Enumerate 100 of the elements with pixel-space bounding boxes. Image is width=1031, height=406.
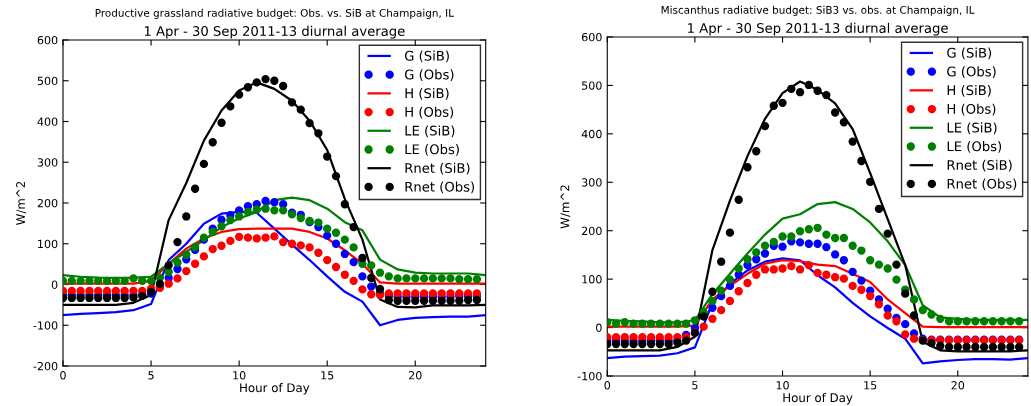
point [953,342,962,352]
point [226,102,235,111]
point [892,275,901,284]
point [173,264,182,274]
point [883,264,892,273]
point [848,267,857,277]
point [367,261,376,270]
point [804,225,813,234]
point [323,224,332,233]
point [305,243,314,252]
point [857,246,866,255]
point [287,239,297,248]
point [988,317,998,326]
y-tick-label: -100 [577,371,602,381]
point [1006,342,1015,352]
point [699,322,708,331]
point [822,243,831,252]
point [839,274,849,283]
point [857,285,866,294]
x-tick-label: 20 [951,381,965,390]
point [620,318,629,327]
point [411,274,420,283]
point [760,121,770,131]
point [340,249,349,259]
point [813,223,822,232]
point [901,289,910,298]
point [349,276,358,285]
point [646,319,656,328]
point [217,241,226,250]
point [182,212,191,221]
point [243,207,253,217]
point [857,156,866,166]
chart-subtitle: 1 Apr - 30 Sep 2011-13 diurnal average [688,22,948,36]
point [892,260,901,269]
point [874,260,884,269]
point [463,275,473,284]
point [725,296,735,306]
point [217,222,226,231]
y-tick-label: 400 [37,117,58,126]
point [848,137,857,146]
point [979,342,989,352]
point [173,237,182,247]
point [1014,317,1024,326]
point [752,270,761,279]
point [173,274,182,283]
point [393,296,402,305]
y-tick-label: 0 [51,280,58,289]
point [752,147,761,156]
point [437,274,446,283]
x-tick-label: 15 [321,371,334,380]
point [270,206,279,215]
point [402,296,411,305]
point [419,274,429,283]
point [296,241,305,250]
point [331,171,341,181]
point [760,249,770,258]
point [261,204,270,213]
y-tick-label: 300 [582,178,602,187]
point [848,281,857,291]
point [769,237,778,247]
point [997,317,1006,326]
point [428,296,438,305]
point [944,317,954,326]
point [822,230,831,239]
point [760,241,770,250]
point [226,236,235,246]
y-tick-label: 600 [581,32,602,42]
x-tick-label: 10 [776,381,789,390]
point [349,257,358,267]
point [85,276,94,285]
point [909,311,919,320]
y-tick-label: 600 [37,35,58,45]
point [813,239,822,248]
point [455,296,464,305]
x-tick-label: 15 [864,381,877,390]
point [261,233,270,242]
point [708,287,717,296]
point [638,319,647,328]
point [918,305,927,315]
point [778,242,787,251]
legend-label: Rnet (Obs) [947,178,1017,191]
point [708,296,717,306]
point [314,129,323,138]
point [182,250,191,259]
point [717,257,726,266]
legend-label: Rnet (Obs) [405,181,475,194]
point [734,264,743,273]
point [953,317,962,326]
point [760,265,770,274]
point [243,83,253,92]
point [323,152,332,161]
legend-label: Rnet (SiB) [405,162,470,175]
point [813,86,822,95]
point [795,265,805,274]
point [358,285,367,294]
point [611,339,621,349]
point [883,311,892,320]
point [278,206,288,215]
point [804,239,813,248]
point [752,248,761,257]
